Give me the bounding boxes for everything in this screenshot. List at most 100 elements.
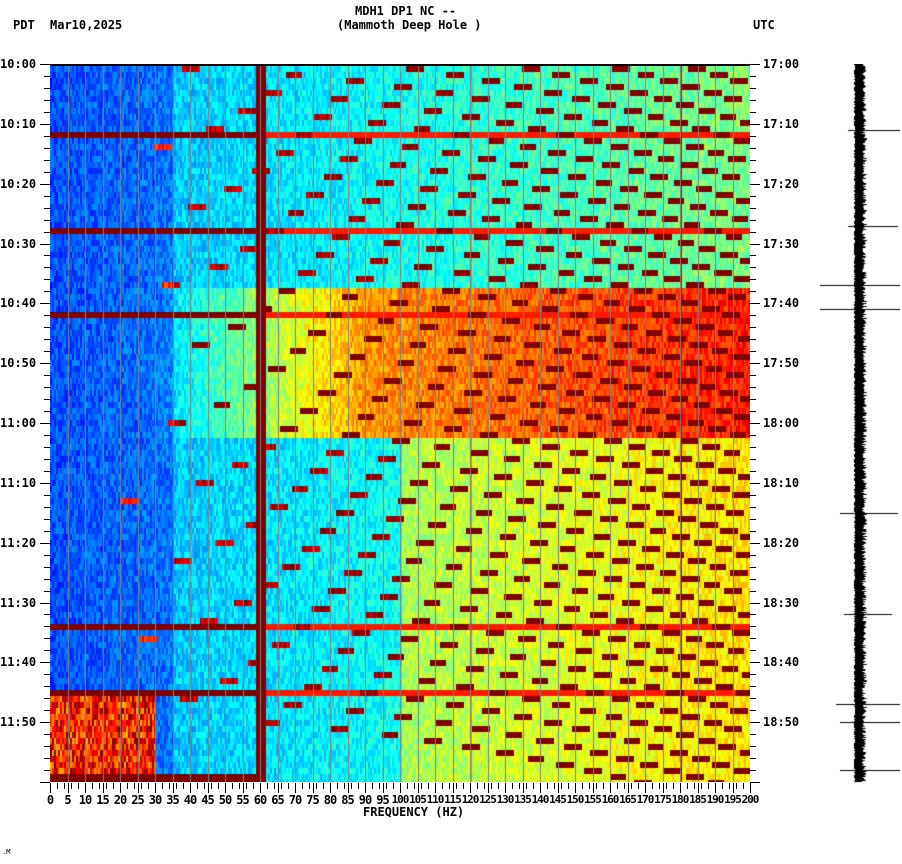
y-tick-right — [750, 136, 756, 137]
x-tick — [106, 783, 107, 789]
y-tick-label-left: 10:20 — [0, 176, 37, 191]
x-tick — [470, 783, 471, 793]
x-tick — [568, 783, 569, 789]
y-tick-right — [750, 112, 756, 113]
x-tick — [547, 783, 548, 789]
x-tick — [512, 783, 513, 789]
y-tick-left — [44, 196, 50, 197]
x-tick — [701, 783, 702, 789]
x-tick — [348, 783, 349, 793]
y-tick-left — [40, 363, 50, 364]
x-tick-label: 80 — [323, 793, 337, 807]
x-tick-label: 15 — [96, 793, 109, 807]
x-tick — [463, 783, 464, 789]
x-tick — [92, 783, 93, 789]
x-tick — [127, 783, 128, 789]
x-tick — [337, 783, 338, 789]
x-tick-label: 35 — [166, 793, 179, 807]
x-tick — [666, 783, 667, 789]
y-tick-right — [750, 160, 756, 161]
x-tick — [659, 783, 660, 789]
x-tick — [736, 783, 737, 789]
y-tick-right — [750, 184, 760, 185]
x-tick — [631, 783, 632, 789]
y-tick-left — [44, 495, 50, 496]
y-tick-right — [750, 567, 756, 568]
x-tick-label: 40 — [183, 793, 197, 807]
y-tick-right — [750, 303, 760, 304]
y-tick-right — [750, 327, 756, 328]
x-tick-label: 195 — [724, 793, 742, 806]
x-tick — [99, 783, 100, 789]
x-tick — [218, 783, 219, 789]
x-tick — [554, 783, 555, 789]
y-tick-label-right: 17:30 — [763, 236, 800, 251]
x-tick-label: 70 — [288, 793, 302, 807]
x-tick — [383, 783, 384, 793]
y-tick-right — [750, 638, 756, 639]
x-tick — [610, 783, 611, 793]
y-tick-right — [750, 244, 760, 245]
x-tick-label: 150 — [566, 793, 585, 806]
x-tick — [498, 783, 499, 789]
y-tick-right — [750, 603, 760, 604]
x-tick — [379, 783, 380, 789]
x-tick — [414, 783, 415, 789]
y-tick-label-right: 17:20 — [763, 176, 800, 191]
x-tick — [134, 783, 135, 789]
y-tick-right — [750, 579, 756, 580]
y-tick-left — [44, 519, 50, 520]
x-tick — [628, 783, 629, 793]
y-tick-left — [44, 375, 50, 376]
y-tick-right — [750, 483, 760, 484]
x-tick — [575, 783, 576, 793]
y-tick-label-left: 10:40 — [0, 296, 37, 311]
y-tick-left — [44, 674, 50, 675]
y-tick-label-left: 10:30 — [0, 236, 37, 251]
x-tick-label: 155 — [584, 793, 602, 806]
x-tick-label: 65 — [271, 793, 284, 807]
x-tick-label: 175 — [654, 793, 672, 806]
x-tick — [176, 783, 177, 789]
x-tick-label: 30 — [148, 793, 162, 807]
y-tick-left — [44, 232, 50, 233]
y-tick-label-left: 11:40 — [0, 655, 37, 670]
y-tick-left — [44, 638, 50, 639]
y-tick-label-left: 11:20 — [0, 535, 37, 550]
x-tick-label: 140 — [531, 793, 550, 806]
y-tick-right — [750, 291, 756, 292]
x-tick — [225, 783, 226, 793]
y-tick-right — [750, 770, 756, 771]
x-tick — [372, 783, 373, 789]
y-tick-left — [44, 591, 50, 592]
date-label: Mar10,2025 — [50, 18, 123, 32]
x-tick — [246, 783, 247, 789]
y-tick-right — [750, 279, 756, 280]
x-tick-label: 120 — [461, 793, 480, 806]
x-tick — [162, 783, 163, 789]
x-tick — [523, 783, 524, 793]
x-tick-label: 45 — [201, 793, 214, 807]
x-tick — [589, 783, 590, 789]
x-tick — [50, 783, 51, 793]
x-tick-label: 115 — [444, 793, 462, 806]
y-tick-left — [44, 471, 50, 472]
y-tick-right — [750, 519, 756, 520]
y-tick-label-right: 17:10 — [763, 116, 800, 131]
y-tick-label-left: 11:10 — [0, 475, 37, 490]
y-tick-right — [750, 148, 756, 149]
y-tick-right — [750, 423, 760, 424]
x-tick — [313, 783, 314, 793]
x-tick — [358, 783, 359, 789]
x-tick — [418, 783, 419, 793]
y-tick-right — [750, 734, 756, 735]
x-tick — [211, 783, 212, 789]
y-tick-right — [750, 626, 756, 627]
y-tick-left — [44, 758, 50, 759]
y-tick-right — [750, 674, 756, 675]
title-line-1: MDH1 DP1 NC -- — [355, 4, 457, 18]
y-tick-left — [44, 614, 50, 615]
x-tick — [267, 783, 268, 789]
x-tick-label: 75 — [306, 793, 319, 807]
x-tick — [603, 783, 604, 789]
